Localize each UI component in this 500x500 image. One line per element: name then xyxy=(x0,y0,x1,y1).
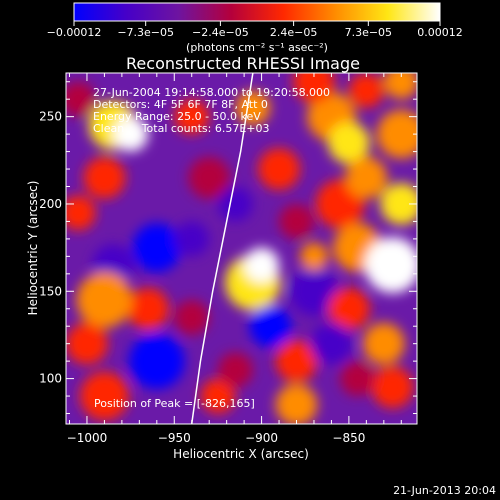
emission-blob xyxy=(293,73,335,103)
emission-blob xyxy=(217,352,253,388)
emission-blob xyxy=(300,242,328,271)
emission-blob xyxy=(217,186,253,222)
emission-blob xyxy=(327,287,370,330)
colorbar-tick-label: −7.3e−05 xyxy=(117,26,174,39)
emission-blob xyxy=(279,203,314,239)
emission-blob xyxy=(188,156,231,199)
emission-blob xyxy=(83,156,126,199)
colorbar-tick-label: 2.4e−05 xyxy=(270,26,317,39)
emission-blob xyxy=(66,322,108,365)
time-range-annotation: 27-Jun-2004 19:14:58.000 to 19:20:58.000 xyxy=(93,86,330,99)
y-axis-label: Heliocentric Y (arcsec) xyxy=(26,181,40,316)
emission-blob xyxy=(310,322,353,365)
emission-blob xyxy=(348,73,384,108)
emission-blob xyxy=(174,300,210,335)
date-stamp: 21-Jun-2013 20:04 xyxy=(393,484,496,497)
emission-blob xyxy=(275,340,318,383)
colorbar-unit-label: (photons cm⁻² s⁻¹ asec⁻²) xyxy=(186,41,328,54)
y-tick-label: 250 xyxy=(39,110,62,124)
plot-frame xyxy=(65,72,418,425)
x-tick-label: −950 xyxy=(158,431,191,445)
colorbar-tick-label: 7.3e−05 xyxy=(345,26,392,39)
x-tick-label: −850 xyxy=(332,431,365,445)
emission-blob xyxy=(200,378,236,414)
emission-blob xyxy=(132,223,182,273)
x-tick-label: −900 xyxy=(245,431,278,445)
emission-map xyxy=(66,73,417,424)
peak-position-annotation: Position of Peak = [-826,165] xyxy=(94,397,255,410)
emission-blob xyxy=(327,121,370,164)
emission-blob xyxy=(244,247,280,283)
emission-blob xyxy=(249,305,292,348)
emission-blob xyxy=(174,221,210,257)
clean-counts-annotation: Clean Total counts: 6.57E+03 xyxy=(93,122,270,135)
emission-blob xyxy=(376,109,417,159)
x-axis-label: Heliocentric X (arcsec) xyxy=(173,447,309,461)
emission-blob xyxy=(127,287,170,330)
y-tick-label: 150 xyxy=(39,284,62,298)
emission-blob xyxy=(275,383,318,424)
chart-title: Reconstructed RHESSI Image xyxy=(126,54,360,73)
emission-blob xyxy=(289,266,339,316)
x-axis-ticks: −1000 −950 −900 −850 xyxy=(67,73,402,445)
emission-blob xyxy=(364,237,417,294)
emission-blob xyxy=(345,156,388,199)
colorbar-tick-label: 0.00012 xyxy=(417,26,463,39)
emission-blob xyxy=(174,99,210,135)
emission-blob xyxy=(66,81,96,117)
detectors-annotation: Detectors: 4F 5F 6F 7F 8F, Att 0 xyxy=(93,98,268,111)
emission-blob xyxy=(380,183,417,225)
energy-range-annotation: Energy Range: 25.0 - 50.0 keV xyxy=(93,110,261,123)
colorbar xyxy=(73,2,441,22)
emission-blob xyxy=(128,333,185,390)
solar-limb-curve xyxy=(190,73,254,424)
emission-blob xyxy=(340,361,376,397)
emission-blob xyxy=(362,322,405,365)
emission-blob xyxy=(79,371,129,421)
emission-blob xyxy=(76,272,133,328)
colorbar-tick-label: −0.00012 xyxy=(47,26,102,39)
y-axis-ticks: 100 150 200 250 xyxy=(39,81,417,415)
x-tick-label: −1000 xyxy=(67,431,108,445)
emission-blob xyxy=(113,116,149,152)
colorbar-ticks: −0.00012 −7.3e−05 −2.4e−05 2.4e−05 7.3e−05 0.… xyxy=(47,21,463,39)
emission-blob xyxy=(258,148,300,190)
emission-blob xyxy=(235,90,271,126)
y-tick-label: 100 xyxy=(39,372,62,386)
emission-blob xyxy=(383,73,417,100)
emission-blob xyxy=(371,366,414,409)
colorbar-tick-label: −2.4e−05 xyxy=(192,26,249,39)
y-tick-label: 200 xyxy=(39,197,62,211)
